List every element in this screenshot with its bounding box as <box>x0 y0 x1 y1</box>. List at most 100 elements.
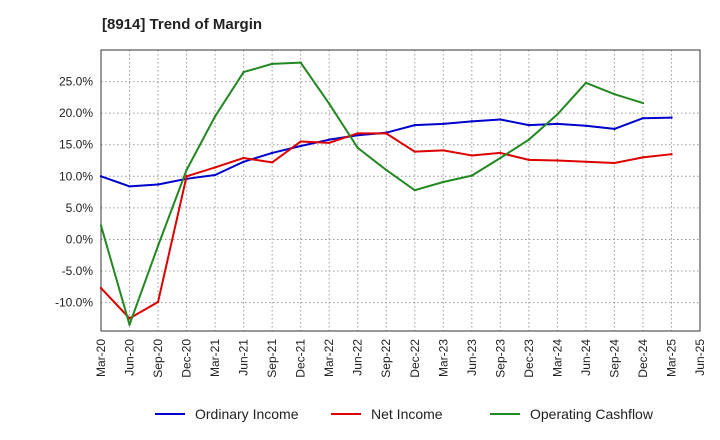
data-point-operating-cashflow <box>327 102 331 105</box>
data-point-net-income <box>128 317 131 320</box>
x-tick-label: Mar-21 <box>208 339 222 377</box>
data-point-operating-cashflow <box>470 174 474 177</box>
x-tick-label: Sep-23 <box>493 339 507 378</box>
data-point-operating-cashflow <box>641 101 645 105</box>
axes: -10.0% -5.0% 0.0% 5.0% 10.0% 15.0% 20.0% 25.0% M… <box>55 49 707 378</box>
plot-frame <box>100 49 701 332</box>
data-point-net-income <box>356 132 359 135</box>
data-point-ordinary-income <box>213 173 217 177</box>
data-point-operating-cashflow <box>299 61 302 64</box>
x-tick-label: Jun-22 <box>351 339 365 376</box>
data-point-ordinary-income <box>527 123 531 127</box>
data-point-ordinary-income <box>613 127 616 131</box>
y-tick-label: -5.0% <box>62 264 94 278</box>
data-point-operating-cashflow <box>527 138 531 141</box>
data-point-net-income <box>385 132 388 135</box>
data-point-net-income <box>641 156 645 159</box>
data-point-net-income <box>442 149 445 152</box>
x-tick-label: Jun-20 <box>123 339 137 376</box>
x-tick-label: Sep-20 <box>151 339 165 378</box>
data-point-ordinary-income <box>270 151 274 155</box>
data-point-net-income <box>156 300 160 304</box>
y-tick-label: 5.0% <box>66 201 94 215</box>
data-point-ordinary-income <box>442 122 445 126</box>
data-point-operating-cashflow <box>185 168 188 172</box>
x-tick-label: Jun-21 <box>237 339 251 376</box>
data-point-net-income <box>527 158 531 162</box>
data-point-net-income <box>470 154 474 157</box>
x-tick-label: Dec-24 <box>636 339 650 378</box>
data-point-ordinary-income <box>413 123 416 127</box>
y-tick-label: 15.0% <box>59 138 93 152</box>
x-tick-label: Sep-21 <box>265 339 279 378</box>
data-point-operating-cashflow <box>213 115 217 118</box>
x-tick-label: Jun-23 <box>465 339 479 376</box>
x-tick-label: Jun-25 <box>693 339 707 376</box>
data-point-ordinary-income <box>641 116 645 120</box>
x-tick-label: Mar-23 <box>436 339 450 377</box>
data-point-ordinary-income <box>670 116 673 119</box>
data-point-net-income <box>327 141 331 145</box>
x-tick-label: Dec-21 <box>294 339 308 378</box>
data-point-ordinary-income <box>156 183 160 186</box>
legend-label-operating-cashflow: Operating Cashflow <box>530 406 654 422</box>
data-point-net-income <box>613 161 616 165</box>
data-point-operating-cashflow <box>499 156 502 160</box>
legend-label-ordinary-income: Ordinary Income <box>195 406 299 422</box>
data-point-ordinary-income <box>327 138 331 141</box>
data-point-operating-cashflow <box>128 323 131 326</box>
data-point-operating-cashflow <box>156 244 160 247</box>
data-point-operating-cashflow <box>270 62 274 66</box>
data-point-net-income <box>413 150 416 153</box>
y-tick-label: 10.0% <box>59 169 93 183</box>
legend-label-net-income: Net Income <box>371 406 443 422</box>
y-tick-label: 0.0% <box>66 232 94 246</box>
data-point-ordinary-income <box>584 124 588 127</box>
data-point-net-income <box>556 159 559 162</box>
data-point-operating-cashflow <box>584 81 588 85</box>
data-point-operating-cashflow <box>242 70 245 74</box>
series-lines <box>99 61 673 326</box>
data-point-ordinary-income <box>470 120 474 123</box>
x-tick-label: Mar-22 <box>322 339 336 377</box>
data-point-ordinary-income <box>499 118 502 121</box>
data-point-net-income <box>584 160 588 163</box>
data-point-net-income <box>99 286 103 290</box>
data-point-net-income <box>299 140 302 143</box>
x-tick-label: Sep-24 <box>607 339 621 378</box>
data-point-operating-cashflow <box>613 93 616 96</box>
data-point-operating-cashflow <box>385 168 388 172</box>
chart-title: [8914] Trend of Margin <box>102 16 263 33</box>
data-point-net-income <box>185 175 188 178</box>
legend: Ordinary Income Net Income Operating Cashf… <box>155 406 654 422</box>
data-point-ordinary-income <box>556 122 559 126</box>
y-tick-label: -10.0% <box>55 296 93 310</box>
x-tick-label: Sep-22 <box>379 339 393 378</box>
data-point-net-income <box>670 152 673 156</box>
data-point-net-income <box>270 161 274 164</box>
data-point-ordinary-income <box>128 185 131 188</box>
data-point-operating-cashflow <box>442 180 445 184</box>
x-tick-label: Dec-23 <box>522 339 536 378</box>
data-point-net-income <box>213 166 217 169</box>
x-tick-label: Mar-25 <box>664 339 678 377</box>
x-tick-label: Jun-24 <box>579 339 593 376</box>
x-tick-label: Mar-20 <box>94 339 108 377</box>
data-point-ordinary-income <box>99 175 103 178</box>
data-point-operating-cashflow <box>413 188 416 192</box>
y-tick-label: 20.0% <box>59 106 93 120</box>
data-point-operating-cashflow <box>356 146 359 150</box>
data-point-ordinary-income <box>356 134 359 137</box>
data-point-operating-cashflow <box>556 113 559 116</box>
x-tick-label: Mar-24 <box>550 339 564 377</box>
series-line-operating-cashflow <box>100 61 644 326</box>
x-tick-label: Dec-22 <box>408 339 422 378</box>
data-point-ordinary-income <box>242 160 245 163</box>
x-tick-label: Dec-20 <box>180 339 194 378</box>
data-point-ordinary-income <box>299 144 302 148</box>
data-point-net-income <box>242 156 245 160</box>
data-point-net-income <box>499 151 502 155</box>
data-point-operating-cashflow <box>99 224 103 227</box>
